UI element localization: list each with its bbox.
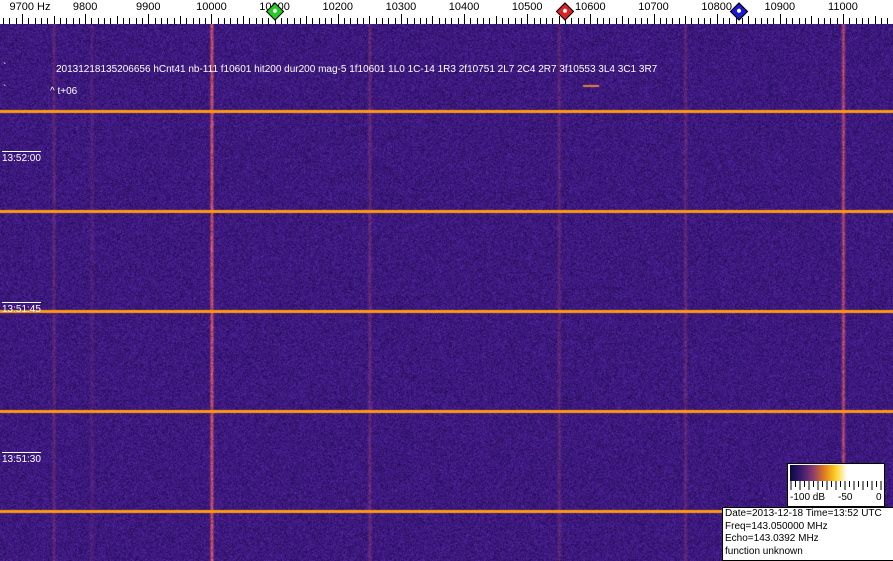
frequency-tick [559, 16, 560, 24]
frequency-tick [22, 14, 23, 24]
scale-label-min: -100 dB [790, 492, 825, 503]
frequency-label: 10900 [765, 1, 796, 13]
echo-frequency: Echo=143.0392 MHz [725, 533, 893, 546]
frequency-tick [369, 16, 370, 24]
time-label: 13:52:00 [2, 151, 41, 164]
frequency-label: 10500 [512, 1, 543, 13]
frequency-axis[interactable]: 9700 Hz980099001000010100102001030010400… [0, 0, 893, 24]
scale-label-mid: -50 [838, 492, 852, 503]
frequency-tick [85, 14, 86, 24]
info-box: Date=2013-12-18 Time=13:52 UTC Freq=143.… [722, 507, 893, 561]
frequency: Freq=143.050000 MHz [725, 521, 893, 534]
frequency-tick [338, 14, 339, 24]
frequency-tick [54, 16, 55, 24]
frequency-tick [590, 14, 591, 24]
frequency-label: 10600 [575, 1, 606, 13]
frequency-tick [685, 16, 686, 24]
frequency-tick [875, 16, 876, 24]
color-gradient [790, 465, 882, 481]
frequency-label: 10000 [196, 1, 227, 13]
frequency-tick [527, 14, 528, 24]
frequency-tick [117, 16, 118, 24]
frequency-label: 9900 [136, 1, 160, 13]
offset-marker-tick: ` [3, 84, 6, 95]
frequency-tick [654, 14, 655, 24]
frequency-tick [180, 16, 181, 24]
frequency-tick [811, 16, 812, 24]
frequency-tick [243, 16, 244, 24]
offset-text: ^ t+06 [50, 86, 77, 97]
color-scale: -100 dB -50 0 [787, 463, 885, 507]
frequency-tick [306, 16, 307, 24]
event-marker-tick: ` [3, 62, 6, 73]
frequency-tick [748, 16, 749, 24]
waterfall-display[interactable] [0, 24, 893, 561]
frequency-label: 10200 [322, 1, 353, 13]
frequency-tick [148, 14, 149, 24]
frequency-label: 9800 [73, 1, 97, 13]
frequency-label: 10300 [386, 1, 417, 13]
frequency-tick [780, 14, 781, 24]
frequency-label: 10700 [638, 1, 669, 13]
time-label: 13:51:45 [2, 302, 41, 315]
frequency-tick [464, 14, 465, 24]
frequency-label: 10800 [701, 1, 732, 13]
frequency-tick [432, 16, 433, 24]
frequency-label: 11000 [828, 1, 858, 13]
time-label: 13:51:30 [2, 452, 41, 465]
function-text: function unknown [725, 546, 893, 559]
scale-label-max: 0 [876, 492, 882, 503]
event-text: 20131218135206656 hCnt41 nb-111 f10601 h… [56, 64, 657, 75]
frequency-tick [496, 16, 497, 24]
blue-frequency-marker-icon[interactable] [730, 2, 748, 20]
frequency-tick [401, 14, 402, 24]
frequency-tick [717, 14, 718, 24]
frequency-label: 9700 Hz [10, 1, 51, 13]
frequency-tick [843, 14, 844, 24]
frequency-tick [211, 14, 212, 24]
date-time: Date=2013-12-18 Time=13:52 UTC [725, 508, 893, 521]
frequency-label: 10400 [449, 1, 480, 13]
frequency-tick [622, 16, 623, 24]
